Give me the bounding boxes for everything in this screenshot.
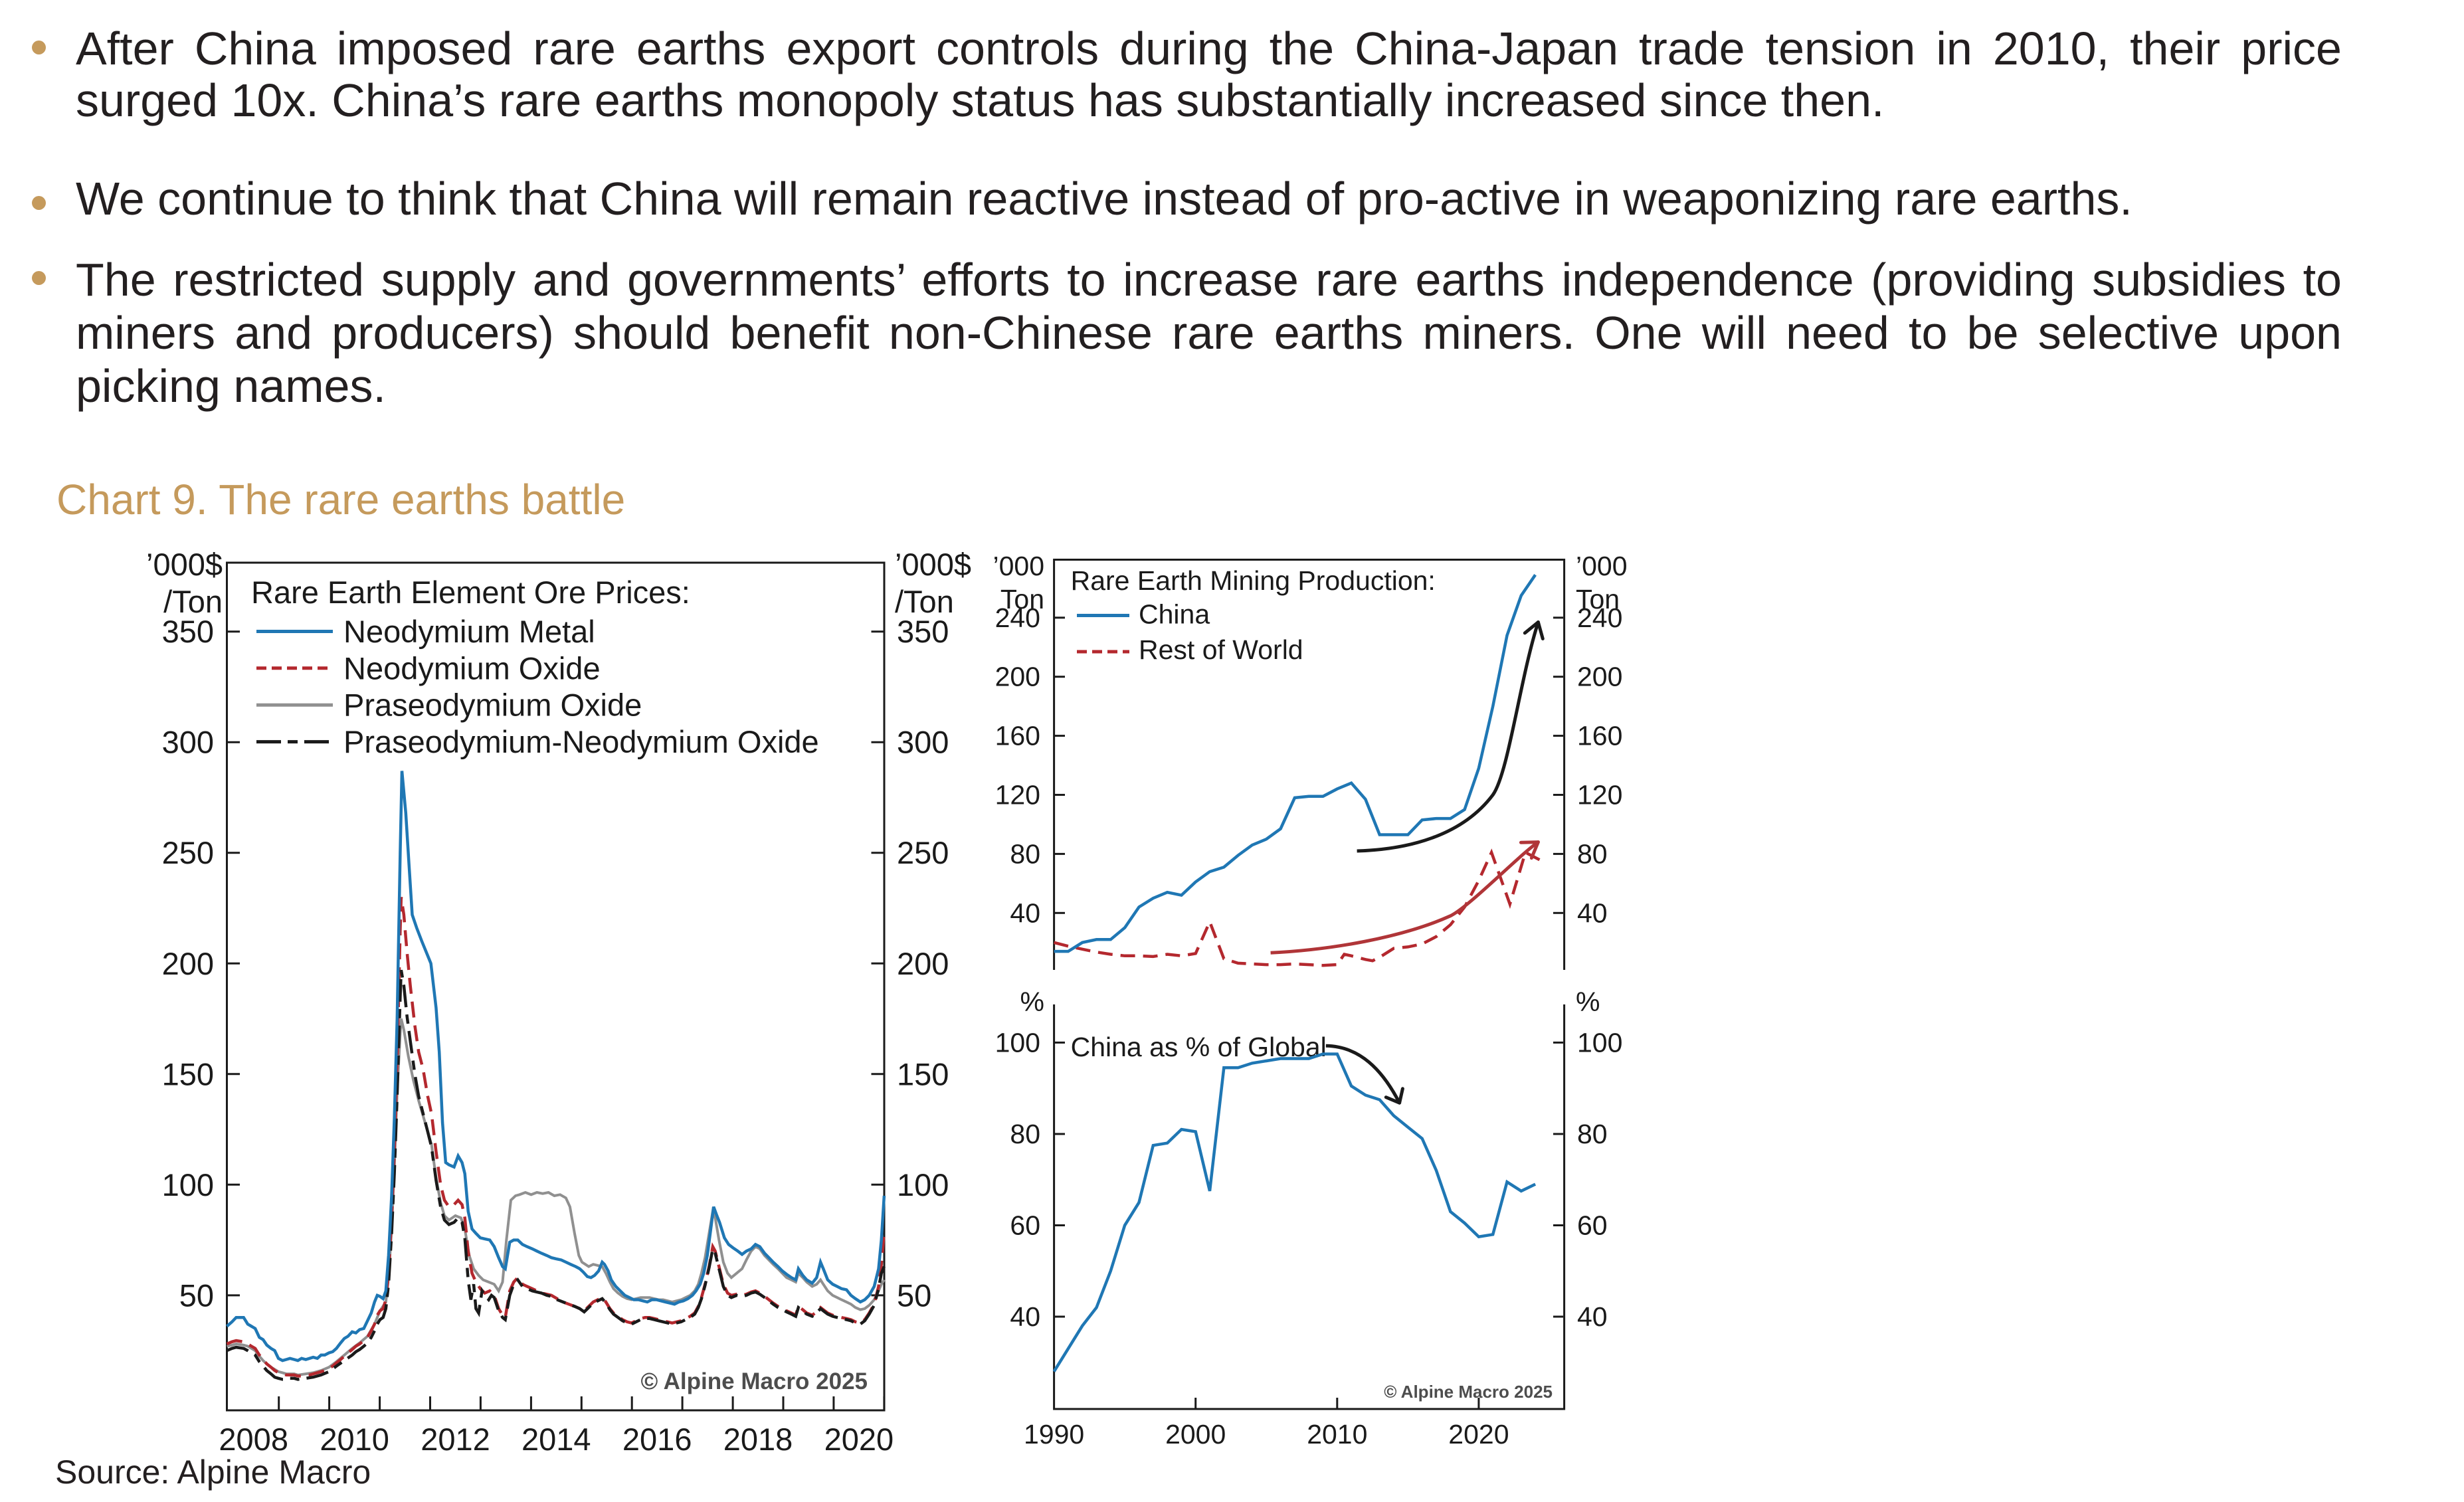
svg-text:80: 80 <box>1577 1119 1608 1149</box>
svg-text:2010: 2010 <box>320 1422 389 1457</box>
svg-text:1990: 1990 <box>1024 1419 1084 1450</box>
svg-text:50: 50 <box>897 1277 931 1313</box>
svg-text:240: 240 <box>1577 603 1622 633</box>
svg-text:120: 120 <box>995 780 1040 810</box>
svg-text:80: 80 <box>1010 1119 1040 1149</box>
svg-text:Praseodymium Oxide: Praseodymium Oxide <box>343 688 642 723</box>
svg-text:Rest of World: Rest of World <box>1139 634 1303 665</box>
svg-text:350: 350 <box>897 614 949 649</box>
svg-text:300: 300 <box>162 725 214 760</box>
svg-text:200: 200 <box>162 946 214 981</box>
svg-text:150: 150 <box>897 1056 949 1091</box>
svg-text:%: % <box>1576 986 1600 1017</box>
svg-text:’000: ’000 <box>1576 551 1628 581</box>
svg-text:© Alpine Macro 2025: © Alpine Macro 2025 <box>640 1368 868 1394</box>
svg-text:/Ton: /Ton <box>163 584 223 619</box>
svg-text:’000$: ’000$ <box>895 547 971 582</box>
svg-text:Ton: Ton <box>1576 584 1620 614</box>
svg-text:350: 350 <box>162 614 214 649</box>
svg-text:250: 250 <box>162 835 214 870</box>
svg-text:Source: Alpine Macro: Source: Alpine Macro <box>55 1454 371 1491</box>
svg-text:100: 100 <box>1577 1027 1622 1058</box>
svg-text:Rare Earth Mining Production:: Rare Earth Mining Production: <box>1071 565 1436 596</box>
svg-text:2008: 2008 <box>219 1422 288 1457</box>
svg-text:2010: 2010 <box>1307 1419 1367 1450</box>
svg-text:’000: ’000 <box>993 551 1044 581</box>
svg-text:40: 40 <box>1010 897 1040 928</box>
svg-text:Neodymium Oxide: Neodymium Oxide <box>343 650 601 686</box>
svg-text:80: 80 <box>1010 838 1040 869</box>
svg-text:100: 100 <box>897 1167 949 1202</box>
svg-text:40: 40 <box>1010 1301 1040 1332</box>
svg-text:© Alpine Macro 2025: © Alpine Macro 2025 <box>1384 1382 1553 1402</box>
svg-text:2020: 2020 <box>824 1422 894 1457</box>
svg-text:160: 160 <box>1577 721 1622 751</box>
svg-text:200: 200 <box>1577 662 1622 692</box>
svg-text:Rare Earth Element Ore Prices:: Rare Earth Element Ore Prices: <box>251 575 690 610</box>
svg-text:200: 200 <box>995 662 1040 692</box>
svg-text:160: 160 <box>995 721 1040 751</box>
svg-text:200: 200 <box>897 946 949 981</box>
svg-text:2020: 2020 <box>1448 1419 1509 1450</box>
svg-text:’000$: ’000$ <box>146 547 223 582</box>
svg-text:Neodymium Metal: Neodymium Metal <box>343 614 595 649</box>
svg-text:300: 300 <box>897 725 949 760</box>
svg-text:2012: 2012 <box>421 1422 490 1457</box>
svg-text:40: 40 <box>1577 897 1608 928</box>
svg-text:2018: 2018 <box>723 1422 793 1457</box>
svg-text:80: 80 <box>1577 838 1608 869</box>
svg-text:Praseodymium-Neodymium Oxide: Praseodymium-Neodymium Oxide <box>343 724 819 759</box>
svg-text:50: 50 <box>179 1277 214 1313</box>
svg-text:60: 60 <box>1577 1210 1608 1241</box>
svg-text:120: 120 <box>1577 780 1622 810</box>
svg-text:40: 40 <box>1577 1301 1608 1332</box>
svg-text:China: China <box>1139 599 1210 629</box>
svg-text:Ton: Ton <box>1000 584 1044 614</box>
svg-text:2016: 2016 <box>622 1422 692 1457</box>
svg-text:2014: 2014 <box>521 1422 591 1457</box>
svg-text:150: 150 <box>162 1056 214 1091</box>
svg-text:Chart 9. The rare earths battl: Chart 9. The rare earths battle <box>56 476 625 523</box>
svg-text:%: % <box>1020 986 1044 1017</box>
svg-text:/Ton: /Ton <box>895 584 954 619</box>
svg-text:100: 100 <box>995 1027 1040 1058</box>
svg-text:60: 60 <box>1010 1210 1040 1241</box>
svg-text:240: 240 <box>995 603 1040 633</box>
svg-text:2000: 2000 <box>1165 1419 1226 1450</box>
svg-text:100: 100 <box>162 1167 214 1202</box>
svg-text:250: 250 <box>897 835 949 870</box>
